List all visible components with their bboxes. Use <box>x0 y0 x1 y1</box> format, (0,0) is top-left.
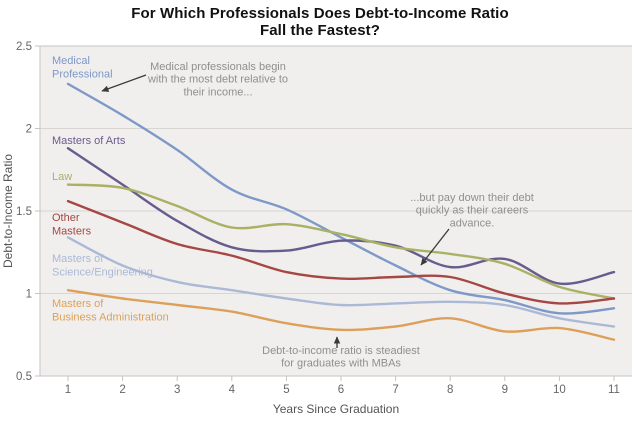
x-tick-label-9: 9 <box>502 384 508 396</box>
chart-title-line2: Fall the Fastest? <box>259 22 381 39</box>
annotation-3-line1: Debt-to-income ratio is steadiest <box>262 345 420 357</box>
y-tick-label-1: 1 <box>26 289 32 301</box>
series-label-law-line1: Law <box>52 171 72 183</box>
y-tick-label-0.5: 0.5 <box>16 371 32 383</box>
x-tick-label-10: 10 <box>553 384 566 396</box>
series-label-masters-of-business-administration-line2: Business Administration <box>52 312 169 324</box>
annotation-2-line1: ...but pay down their debt <box>410 192 534 204</box>
x-tick-label-2: 2 <box>119 384 125 396</box>
x-tick-label-4: 4 <box>229 384 236 396</box>
x-tick-label-11: 11 <box>608 384 620 396</box>
x-tick-label-5: 5 <box>283 384 289 396</box>
x-axis-title: Years Since Graduation <box>273 402 399 416</box>
series-label-medical-professional-line2: Professional <box>52 69 113 81</box>
series-line-medical-professional <box>66 82 616 315</box>
y-tick-label-2.5: 2.5 <box>16 41 32 53</box>
annotation-arrow-1 <box>101 74 147 92</box>
y-tick-label-1.5: 1.5 <box>16 206 32 218</box>
y-axis-title: Debt-to-Income Ratio <box>1 154 15 268</box>
x-tick-label-1: 1 <box>65 384 71 396</box>
x-tick-label-8: 8 <box>447 384 453 396</box>
series-label-masters-of-business-administration-line1: Masters of <box>52 298 104 310</box>
annotation-2-line3: advance. <box>450 217 495 229</box>
annotation-1-line3: their income... <box>183 86 252 98</box>
series-label-masters-of-science-engineering-line2: Science/Engineering <box>52 267 153 279</box>
series-label-medical-professional-line1: Medical <box>52 55 90 67</box>
annotation-2-line2: quickly as their careers <box>416 205 529 217</box>
chart-title-line1: For Which Professionals Does Debt-to-Inc… <box>131 5 509 22</box>
series-label-other-masters-line2: Masters <box>52 226 92 238</box>
series-line-other-masters <box>66 199 616 305</box>
series-line-law <box>66 183 616 300</box>
series-label-masters-of-science-engineering-line1: Masters of <box>52 253 104 265</box>
series-line-masters-of-business-administration <box>66 289 616 341</box>
annotation-1-line2: with the most debt relative to <box>147 74 288 86</box>
series-label-masters-of-arts-line1: Masters of Arts <box>52 135 126 147</box>
series-label-other-masters-line1: Other <box>52 212 80 224</box>
chart-title: For Which Professionals Does Debt-to-Inc… <box>0 5 640 39</box>
series-line-masters-of-science-engineering <box>66 236 616 328</box>
series-line-masters-of-arts <box>66 147 616 286</box>
annotation-arrow-2 <box>420 228 450 266</box>
x-tick-label-3: 3 <box>174 384 180 396</box>
y-tick-label-2: 2 <box>26 124 32 136</box>
x-tick-label-7: 7 <box>392 384 398 396</box>
annotation-3-line2: for graduates with MBAs <box>281 358 401 370</box>
annotation-1-line1: Medical professionals begin <box>150 61 286 73</box>
x-tick-label-6: 6 <box>338 384 344 396</box>
